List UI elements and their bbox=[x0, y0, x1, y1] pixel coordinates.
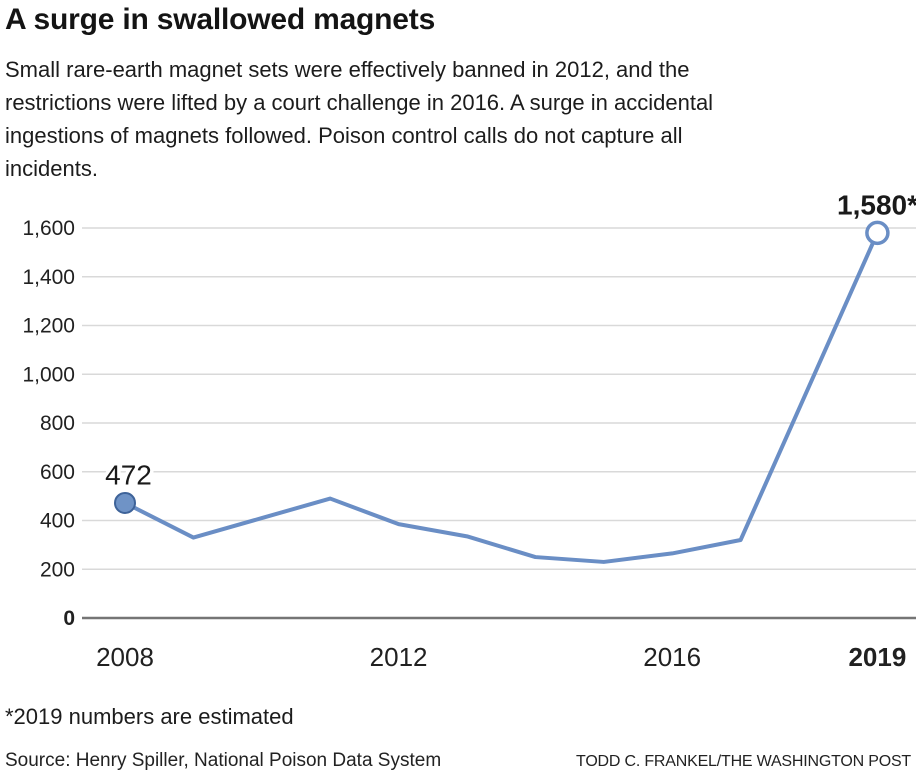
y-tick-label: 1,400 bbox=[22, 266, 75, 289]
y-tick-label: 200 bbox=[40, 558, 75, 581]
data-point-marker-2019 bbox=[865, 220, 890, 246]
annotation-label-2019: 1,580* bbox=[837, 189, 916, 220]
data-line bbox=[123, 230, 880, 564]
y-tick-label: 600 bbox=[40, 461, 75, 484]
y-tick-label: 0 bbox=[63, 607, 75, 630]
y-tick-label: 1,600 bbox=[22, 217, 75, 240]
y-tick-label: 1,000 bbox=[22, 363, 75, 386]
y-tick-label: 1,200 bbox=[22, 315, 75, 338]
annotation-label-2008: 472 bbox=[105, 459, 152, 490]
x-tick-label: 2012 bbox=[370, 642, 428, 672]
y-tick-label: 400 bbox=[40, 510, 75, 533]
chart-title: A surge in swallowed magnets bbox=[5, 3, 436, 36]
data-point-marker-2008 bbox=[114, 491, 136, 514]
chart-subtitle: Small rare-earth magnet sets were effect… bbox=[5, 57, 714, 181]
chart-footnote: *2019 numbers are estimated bbox=[5, 704, 294, 729]
y-tick-label: 800 bbox=[40, 412, 75, 435]
source-row: Source: Henry Spiller, National Poison D… bbox=[5, 750, 911, 772]
x-tick-label: 2019 bbox=[848, 642, 906, 672]
source-text: Source: Henry Spiller, National Poison D… bbox=[5, 750, 442, 771]
x-tick-label: 2008 bbox=[96, 642, 154, 672]
credit-text: TODD C. FRANKEL/THE WASHINGTON POST bbox=[576, 753, 911, 770]
x-tick-label: 2016 bbox=[643, 642, 701, 672]
line-chart: 0 200 400 600 800 1,000 1,200 1,400 1,600 2008 201… bbox=[22, 186, 916, 672]
